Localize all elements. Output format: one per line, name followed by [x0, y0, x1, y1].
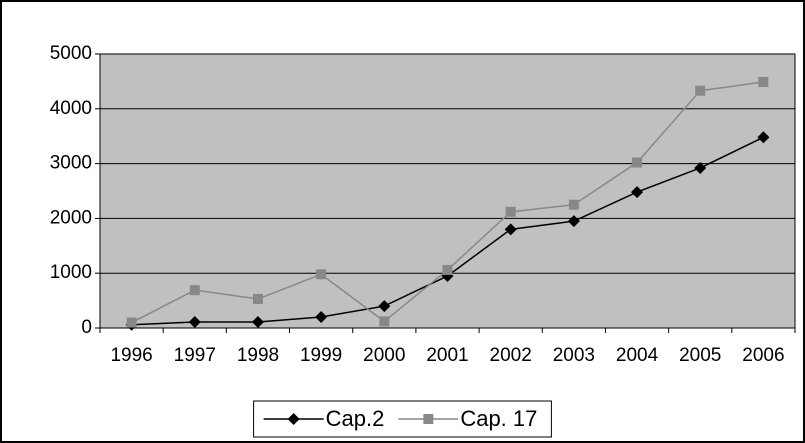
marker [315, 311, 328, 324]
marker [189, 285, 200, 296]
marker [757, 131, 770, 144]
y-tick-label: 0 [81, 317, 92, 338]
x-tick-label: 2005 [679, 345, 721, 366]
x-tick-label: 2004 [616, 345, 659, 366]
plot-area [99, 53, 796, 329]
legend-label: Cap.2 [326, 406, 385, 431]
marker [568, 199, 579, 210]
y-tick-label: 3000 [50, 153, 92, 174]
y-tick-label: 1000 [50, 262, 92, 283]
x-tick-label: 2006 [742, 345, 784, 366]
marker [631, 186, 644, 199]
marker [505, 206, 516, 217]
marker [287, 413, 300, 425]
marker [632, 157, 643, 168]
marker [251, 315, 264, 328]
x-tick-label: 2001 [426, 345, 468, 366]
x-tick-label: 1996 [110, 345, 152, 366]
legend-label: Cap. 17 [460, 406, 537, 431]
marker [252, 293, 263, 304]
x-tick-label: 1998 [237, 345, 279, 366]
marker [567, 215, 580, 228]
y-tick-label: 4000 [50, 98, 92, 119]
x-tick-label: 2003 [553, 345, 595, 366]
marker [188, 315, 201, 328]
y-tick-label: 2000 [50, 207, 92, 228]
marker [316, 269, 327, 280]
marker [442, 264, 453, 275]
marker [379, 316, 390, 327]
y-tick-label: 5000 [50, 43, 92, 64]
x-tick-label: 2002 [490, 345, 532, 366]
marker [378, 300, 391, 313]
marker [504, 223, 517, 236]
legend: Cap.2 Cap. 17 [253, 400, 552, 438]
x-tick-label: 2000 [363, 345, 405, 366]
marker [695, 85, 706, 96]
marker [694, 161, 707, 174]
marker [126, 317, 137, 328]
marker [758, 76, 769, 87]
x-tick-label: 1997 [174, 345, 216, 366]
marker [423, 414, 434, 424]
x-tick-label: 1999 [300, 345, 342, 366]
